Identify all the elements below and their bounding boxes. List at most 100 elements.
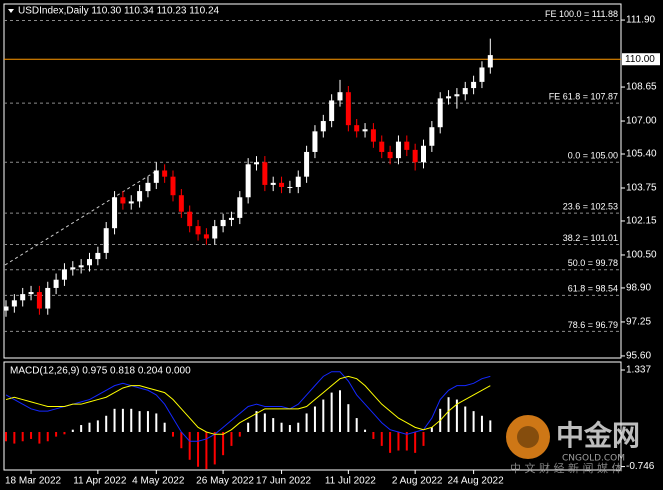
macd-histogram-bar [322,399,325,432]
y-tick-label: 95.60 [626,351,651,362]
macd-histogram-bar [347,404,350,432]
macd-histogram-bar [389,431,392,453]
candle-body [412,149,418,163]
macd-histogram-bar [113,408,116,432]
macd-histogram-bar [222,431,225,456]
y-tick-label: 100.50 [626,250,657,261]
macd-histogram-bar [230,431,233,446]
candle-body [262,162,268,185]
macd-histogram-bar [188,431,191,460]
macd-histogram-bar [414,431,417,453]
fibo-level-label: 0.0 = 105.00 [568,151,618,161]
macd-histogram-bar [339,390,341,432]
fibo-base-line [4,169,159,266]
fibo-level-label: FE 61.8 = 107.87 [549,91,618,101]
candle-body [120,197,126,204]
candle-body [387,151,393,159]
macd-histogram-bar [163,422,166,432]
price-panel-frame [3,3,622,359]
candle-body [170,176,176,196]
candle-body [45,287,51,309]
x-tick-label: 17 Jun 2022 [256,476,311,487]
macd-histogram-bar [305,413,308,432]
fibo-level-label: 61.8 = 98.54 [568,284,618,294]
macd-histogram-bar [430,427,433,432]
x-tick-label: 24 Aug 2022 [448,476,505,487]
watermark-site: CNGOLD.COM [562,454,625,464]
candle-body [137,191,143,202]
candle-body [270,182,276,185]
macd-histogram-bar [372,431,375,439]
fibo-level-label: 78.6 = 96.79 [568,320,618,330]
candle-body [220,219,226,227]
candle-body [312,131,318,152]
macd-histogram-bar [288,425,291,432]
candle-body [70,267,76,270]
macd-histogram-bar [205,431,208,470]
candle-body [329,100,335,122]
candle-body [28,292,34,295]
macd-histogram-bar [238,431,241,437]
y-tick-label: -0.746 [626,461,655,472]
candle-body [487,55,493,68]
macd-histogram-bar [55,431,58,437]
candle-body [162,170,168,177]
macd-histogram-bar [255,411,258,432]
macd-histogram-bar [405,431,408,451]
macd-histogram-bar [197,431,200,467]
macd-histogram-bar [447,397,450,432]
candle-body [245,164,251,198]
candle-body [20,294,26,301]
candle-body [228,217,234,220]
y-tick-label: 98.90 [626,283,651,294]
candle-body [87,259,92,266]
candle-body [295,176,301,187]
candle-body [11,300,17,307]
y-tick-label: 1.337 [626,365,651,376]
x-tick-label: 18 Mar 2022 [5,476,62,487]
candle-body [345,92,351,126]
y-tick-label: 97.25 [626,317,651,328]
macd-histogram-bar [313,406,316,432]
x-tick-label: 11 Jul 2022 [325,476,376,487]
macd-histogram-bar [46,431,49,442]
candle-body [404,141,410,150]
macd-histogram-bar [247,422,250,432]
fibo-level-label: 23.6 = 102.53 [563,202,618,212]
candle-body [95,252,101,260]
candle-body [379,141,385,152]
macd-histogram-bar [297,422,300,432]
candle-body [471,81,477,89]
candle-body [304,151,310,177]
macd-histogram-bar [130,408,133,432]
macd-histogram-bar [105,415,108,432]
candle-body [36,292,42,309]
macd-histogram-bar [489,420,492,432]
candle-body [237,197,243,218]
candle-body [195,226,201,235]
candle-body [145,182,151,192]
macd-histogram-bar [71,429,74,432]
candle-body [437,98,443,128]
candle-body [3,306,9,311]
x-tick-label: 26 May 2022 [196,476,254,487]
macd-histogram-bar [96,420,99,432]
candle-body [187,211,193,227]
macd-histogram-bar [280,422,283,432]
macd-histogram-bar [80,425,83,432]
macd-histogram-bar [13,431,16,444]
candle-body [254,162,259,165]
macd-histogram-bar [355,418,358,432]
macd-histogram-bar [180,431,183,449]
chart-header: USDIndex,Daily 110.30 110.34 110.23 110.… [18,6,220,17]
macd-histogram-bar [155,413,158,432]
candle-body [279,182,285,187]
y-tick-label: 111.90 [626,15,656,26]
x-tick-label: 11 Apr 2022 [73,476,127,487]
candle-body [370,129,376,142]
y-tick-label: 103.75 [626,183,657,194]
candle-body [337,92,343,101]
y-tick-label: 105.40 [626,149,657,160]
